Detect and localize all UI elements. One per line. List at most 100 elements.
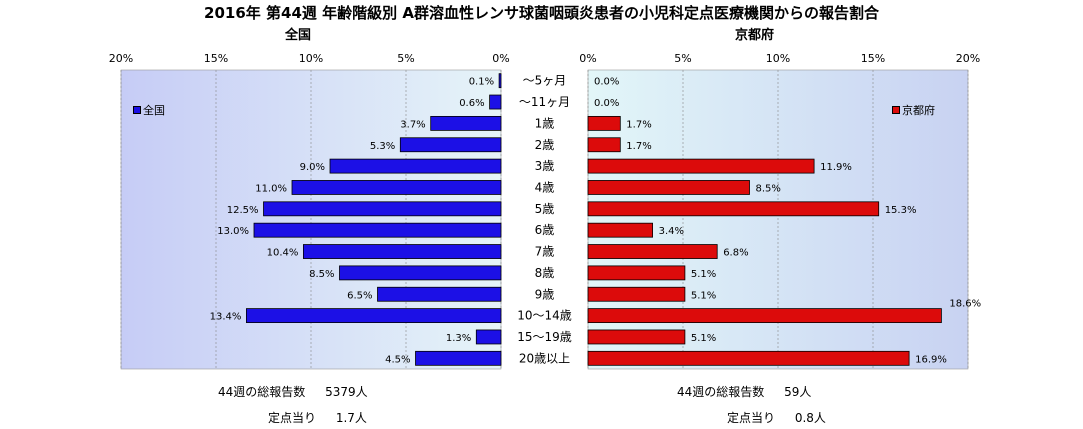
national-panel-title: 全国 (285, 28, 312, 43)
national-data-label: 13.4% (210, 312, 242, 323)
kyoto-legend-swatch (892, 106, 900, 114)
kyoto-bar (587, 201, 880, 217)
national-bar (399, 137, 502, 153)
kyoto-x-tick-label: 10% (766, 52, 790, 65)
national-bar (329, 158, 502, 174)
national-bar (339, 265, 502, 281)
kyoto-data-label: 6.8% (723, 248, 748, 259)
national-total-value: 5379人 (325, 385, 368, 399)
age-category-label: 20歳以上 (519, 351, 570, 365)
national-x-tick-label: 15% (204, 52, 228, 65)
national-bar (263, 201, 502, 217)
kyoto-data-label: 11.9% (820, 162, 852, 173)
kyoto-x-tick-label: 15% (861, 52, 885, 65)
age-category-label: 2歳 (535, 138, 555, 152)
national-legend-swatch (133, 106, 141, 114)
age-category-label: 3歳 (535, 159, 555, 173)
kyoto-bar (587, 158, 815, 174)
age-category-label: 5歳 (535, 202, 555, 216)
kyoto-bar (587, 265, 686, 281)
national-legend: 全国 (133, 102, 165, 118)
kyoto-x-tick-label: 0% (579, 52, 596, 65)
national-x-tick-label: 5% (397, 52, 414, 65)
age-category-label: 10～14歳 (517, 309, 572, 323)
national-bar (253, 222, 502, 238)
kyoto-data-label: 5.1% (691, 290, 716, 301)
kyoto-per-site-value: 0.8人 (794, 411, 826, 425)
kyoto-panel-title: 京都府 (735, 28, 775, 43)
kyoto-total-label: 44週の総報告数 (677, 385, 765, 399)
national-data-label: 3.7% (400, 119, 425, 130)
kyoto-data-label: 0.0% (594, 98, 619, 109)
national-bar (489, 94, 502, 110)
national-x-tick-label: 20% (109, 52, 133, 65)
national-bar (475, 329, 502, 345)
national-data-label: 9.0% (300, 162, 325, 173)
national-bar (377, 286, 502, 302)
kyoto-total-reports: 44週の総報告数 59人 (677, 383, 811, 400)
national-total-reports: 44週の総報告数 5379人 (218, 383, 368, 400)
age-category-label: 15～19歳 (517, 330, 572, 344)
national-data-label: 1.3% (446, 333, 471, 344)
kyoto-data-label: 3.4% (659, 226, 684, 237)
kyoto-data-label: 5.1% (691, 333, 716, 344)
kyoto-bar (587, 115, 621, 131)
national-data-label: 0.1% (469, 77, 494, 88)
kyoto-data-label: 5.1% (691, 269, 716, 280)
age-category-label: 1歳 (535, 116, 555, 130)
kyoto-data-label: 15.3% (885, 205, 917, 216)
age-category-label: ～11ヶ月 (519, 95, 570, 109)
national-per-site: 定点当り 1.7人 (268, 409, 367, 426)
kyoto-x-tick-label: 5% (674, 52, 691, 65)
national-data-label: 0.6% (459, 98, 484, 109)
national-data-label: 12.5% (227, 205, 259, 216)
kyoto-bar (587, 180, 750, 195)
national-bar (245, 308, 502, 324)
kyoto-legend-label: 京都府 (902, 104, 935, 117)
kyoto-legend: 京都府 (892, 102, 935, 118)
age-category-label: 8歳 (535, 266, 555, 280)
national-bar (415, 350, 502, 366)
national-x-tick-label: 0% (492, 52, 509, 65)
national-per-site-value: 1.7人 (335, 411, 367, 425)
age-category-label: 9歳 (535, 287, 555, 301)
national-per-site-label: 定点当り (268, 411, 317, 425)
kyoto-bar (587, 329, 686, 345)
national-bar (291, 180, 502, 195)
kyoto-bar (587, 222, 653, 238)
national-data-label: 10.4% (267, 248, 299, 259)
national-x-tick-label: 10% (299, 52, 323, 65)
kyoto-bar (587, 137, 621, 153)
kyoto-per-site: 定点当り 0.8人 (727, 409, 826, 426)
national-legend-label: 全国 (143, 104, 165, 117)
kyoto-bar (587, 308, 942, 324)
kyoto-data-label: 18.6% (949, 299, 981, 310)
kyoto-data-label: 0.0% (594, 77, 619, 88)
national-data-label: 4.5% (385, 354, 410, 365)
national-bar (430, 115, 502, 131)
kyoto-bar (587, 286, 686, 302)
national-total-label: 44週の総報告数 (218, 385, 306, 399)
national-data-label: 6.5% (347, 290, 372, 301)
national-data-label: 11.0% (255, 183, 287, 194)
age-category-label: ～5ヶ月 (523, 74, 567, 88)
kyoto-x-tick-label: 20% (956, 52, 980, 65)
kyoto-data-label: 16.9% (915, 354, 947, 365)
kyoto-bar (587, 350, 910, 366)
kyoto-bar (587, 244, 718, 259)
national-data-label: 5.3% (370, 141, 395, 152)
national-data-label: 13.0% (217, 226, 249, 237)
kyoto-per-site-label: 定点当り (727, 411, 776, 425)
kyoto-data-label: 8.5% (756, 183, 781, 194)
chart-title: 2016年 第44週 年齢階級別 A群溶血性レンサ球菌咽頭炎患者の小児科定点医療… (204, 4, 879, 22)
national-bar (498, 73, 502, 89)
kyoto-data-label: 1.7% (626, 141, 651, 152)
kyoto-total-value: 59人 (784, 385, 812, 399)
age-category-label: 6歳 (535, 223, 555, 237)
age-category-label: 4歳 (535, 180, 555, 194)
age-category-label: 7歳 (535, 245, 555, 259)
kyoto-data-label: 1.7% (626, 119, 651, 130)
national-bar (302, 244, 502, 259)
national-data-label: 8.5% (309, 269, 334, 280)
